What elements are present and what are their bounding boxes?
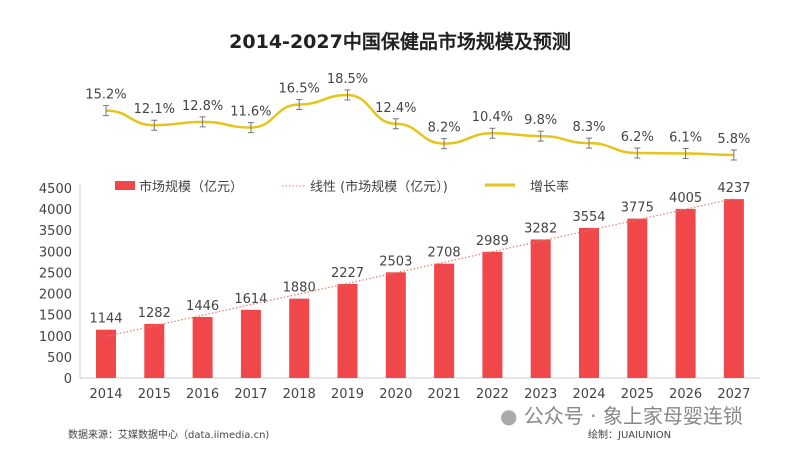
x-tick-label: 2018 xyxy=(283,387,316,402)
error-bar xyxy=(634,147,641,159)
growth-rate-label: 11.6% xyxy=(230,105,271,120)
bar-value-label: 1144 xyxy=(89,312,122,327)
chart-title: 2014-2027中国保健品市场规模及预测 xyxy=(229,30,571,53)
y-tick-label: 4000 xyxy=(39,203,72,218)
growth-rate-label: 9.8% xyxy=(524,113,557,128)
growth-rate-label: 5.8% xyxy=(717,132,750,147)
legend-label-growth: 增长率 xyxy=(530,179,569,195)
x-tick-label: 2017 xyxy=(234,387,267,402)
x-tick-label: 2014 xyxy=(89,387,122,402)
wechat-icon: ● xyxy=(500,404,518,428)
error-bar xyxy=(247,122,254,134)
y-tick-label: 500 xyxy=(47,351,72,366)
y-tick-label: 4500 xyxy=(39,182,72,197)
x-tick-label: 2027 xyxy=(717,387,750,402)
bar-2026 xyxy=(675,208,696,378)
x-tick-label: 2022 xyxy=(476,387,509,402)
legend-label-bar: 市场规模（亿元） xyxy=(139,179,243,195)
y-tick-label: 2000 xyxy=(39,288,72,303)
x-tick-label: 2019 xyxy=(331,387,364,402)
bar-value-label: 3775 xyxy=(621,201,654,216)
error-bar xyxy=(537,130,544,142)
x-tick-label: 2025 xyxy=(621,387,654,402)
bar-value-label: 1614 xyxy=(234,292,267,307)
x-tick-label: 2026 xyxy=(669,387,702,402)
error-bar xyxy=(586,137,592,149)
bar-2021 xyxy=(434,263,455,378)
x-tick-label: 2016 xyxy=(186,387,219,402)
y-tick-label: 3000 xyxy=(39,245,72,260)
x-tick-label: 2024 xyxy=(572,387,605,402)
x-tick-label: 2021 xyxy=(428,387,461,402)
growth-rate-label: 16.5% xyxy=(279,81,320,96)
growth-rate-label: 8.2% xyxy=(428,121,461,136)
bar-value-label: 2708 xyxy=(428,246,461,261)
bar-value-label: 3282 xyxy=(524,221,557,236)
bar-2022 xyxy=(482,251,503,378)
bar-value-label: 3554 xyxy=(572,210,605,225)
error-bar xyxy=(392,118,399,130)
y-tick-label: 1500 xyxy=(39,309,72,324)
trendline xyxy=(105,198,735,337)
watermark-text: 公众号 · 象上家母婴连锁 xyxy=(523,404,743,428)
growth-rate-line xyxy=(105,93,734,157)
bar-value-label: 1282 xyxy=(138,306,171,321)
bar-value-label: 2503 xyxy=(379,254,412,269)
y-tick-label: 0 xyxy=(64,372,72,387)
growth-rate-label: 15.2% xyxy=(85,88,126,103)
growth-rate-label: 12.4% xyxy=(375,101,416,116)
bar-2018 xyxy=(289,298,310,378)
growth-rate-label: 18.5% xyxy=(327,72,368,87)
error-bar xyxy=(296,98,303,110)
growth-rate-label: 10.4% xyxy=(472,110,513,125)
bar-value-label: 1446 xyxy=(186,299,219,314)
bar-2023 xyxy=(530,239,551,378)
growth-rate-label: 12.1% xyxy=(134,102,175,117)
error-bar xyxy=(730,149,737,161)
credit-note: 绘制：JUAIUNION xyxy=(588,430,672,441)
source-note: 数据来源：艾媒数据中心（data.iimedia.cn) xyxy=(68,430,270,441)
error-bar xyxy=(151,119,158,131)
error-bar xyxy=(489,127,496,139)
bar-2017 xyxy=(240,309,261,378)
y-tick-label: 1000 xyxy=(39,330,72,345)
error-bar xyxy=(199,116,206,128)
watermark: ● 公众号 · 象上家母婴连锁 xyxy=(500,400,743,429)
bar-2016 xyxy=(192,316,213,378)
y-tick-label: 2500 xyxy=(39,266,72,281)
growth-rate-label: 8.3% xyxy=(572,120,605,135)
bar-value-label: 4237 xyxy=(717,181,750,196)
x-tick-label: 2020 xyxy=(379,387,412,402)
growth-rate-label: 6.1% xyxy=(669,131,702,146)
error-bar xyxy=(441,138,448,150)
bar-2027 xyxy=(723,199,744,378)
y-tick-label: 3500 xyxy=(39,224,72,239)
error-bar xyxy=(682,148,689,160)
bar-2020 xyxy=(385,272,406,378)
bar-2025 xyxy=(627,218,648,378)
x-tick-label: 2023 xyxy=(524,387,557,402)
error-bar xyxy=(103,105,109,117)
x-tick-label: 2015 xyxy=(138,387,171,402)
bar-value-label: 4005 xyxy=(669,191,702,206)
bar-2024 xyxy=(579,227,599,378)
error-bar xyxy=(344,89,351,101)
legend-label-trend: 线性 (市场规模（亿元）) xyxy=(310,179,448,195)
growth-rate-label: 12.8% xyxy=(182,99,223,114)
bar-value-label: 2227 xyxy=(331,266,364,281)
legend-swatch-bar xyxy=(115,181,135,190)
bar-2015 xyxy=(144,323,165,378)
bar-value-label: 1880 xyxy=(283,281,316,296)
bar-2019 xyxy=(337,283,358,378)
growth-rate-label: 6.2% xyxy=(621,130,654,145)
bar-value-label: 2989 xyxy=(476,234,509,249)
bar-2014 xyxy=(96,329,116,378)
